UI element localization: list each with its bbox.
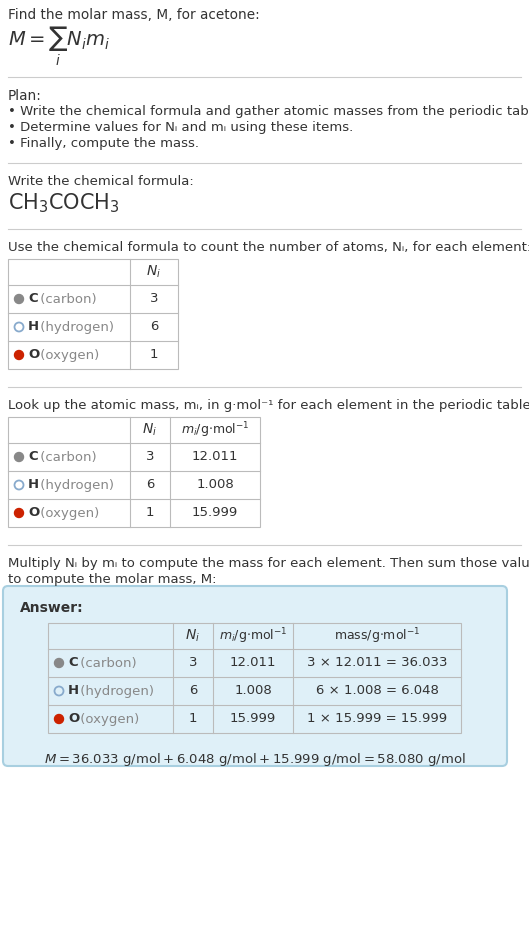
Text: O: O [68,712,79,725]
Text: (hydrogen): (hydrogen) [36,479,114,492]
Bar [48,623,461,733]
Text: 12.011: 12.011 [191,450,238,463]
Text: Answer:: Answer: [20,601,84,615]
Text: 1: 1 [146,507,154,519]
Text: (carbon): (carbon) [36,293,97,305]
Circle shape [54,714,63,723]
Text: to compute the molar mass, M:: to compute the molar mass, M: [8,573,216,586]
Text: 3: 3 [150,293,158,305]
Text: 6: 6 [189,685,197,697]
Text: C: C [28,450,38,463]
Text: • Write the chemical formula and gather atomic masses from the periodic table.: • Write the chemical formula and gather … [8,105,529,118]
Text: $N_i$: $N_i$ [186,627,200,644]
Circle shape [14,350,23,360]
Text: 6 × 1.008 = 6.048: 6 × 1.008 = 6.048 [316,685,439,697]
Text: 3 × 12.011 = 36.033: 3 × 12.011 = 36.033 [307,657,447,670]
Text: $N_i$: $N_i$ [147,264,161,280]
Text: (carbon): (carbon) [76,657,136,670]
Text: (oxygen): (oxygen) [76,712,139,725]
Text: 3: 3 [189,657,197,670]
Text: $\mathrm{CH_3COCH_3}$: $\mathrm{CH_3COCH_3}$ [8,191,120,215]
Text: 1.008: 1.008 [196,479,234,492]
Circle shape [14,452,23,462]
Text: 6: 6 [146,479,154,492]
Text: Multiply Nᵢ by mᵢ to compute the mass for each element. Then sum those values: Multiply Nᵢ by mᵢ to compute the mass fo… [8,557,529,570]
Circle shape [54,658,63,668]
Text: • Finally, compute the mass.: • Finally, compute the mass. [8,137,199,150]
Text: 6: 6 [150,320,158,333]
Text: Use the chemical formula to count the number of atoms, Nᵢ, for each element:: Use the chemical formula to count the nu… [8,241,529,254]
Text: C: C [68,657,78,670]
Text: $m_i/\mathrm{g{\cdot}mol^{-1}}$: $m_i/\mathrm{g{\cdot}mol^{-1}}$ [181,420,249,440]
Text: (hydrogen): (hydrogen) [36,320,114,333]
Text: $M = 36.033\ \mathrm{g/mol} + 6.048\ \mathrm{g/mol} + 15.999\ \mathrm{g/mol} = 5: $M = 36.033\ \mathrm{g/mol} + 6.048\ \ma… [44,751,466,768]
Text: Plan:: Plan: [8,89,42,103]
Text: 3: 3 [146,450,154,463]
Text: 1.008: 1.008 [234,685,272,697]
Text: $\mathrm{mass/g{\cdot}mol^{-1}}$: $\mathrm{mass/g{\cdot}mol^{-1}}$ [334,626,420,646]
Circle shape [14,509,23,517]
Text: (carbon): (carbon) [36,450,97,463]
Text: 1: 1 [150,349,158,362]
Text: $m_i/\mathrm{g{\cdot}mol^{-1}}$: $m_i/\mathrm{g{\cdot}mol^{-1}}$ [218,626,287,646]
Text: H: H [28,320,39,333]
FancyBboxPatch shape [3,586,507,766]
Circle shape [14,295,23,303]
Text: C: C [28,293,38,305]
Text: • Determine values for Nᵢ and mᵢ using these items.: • Determine values for Nᵢ and mᵢ using t… [8,121,353,134]
Text: Write the chemical formula:: Write the chemical formula: [8,175,194,188]
Text: 15.999: 15.999 [192,507,238,519]
Text: (hydrogen): (hydrogen) [76,685,154,697]
Bar [8,259,178,369]
Text: 1: 1 [189,712,197,725]
Text: $M = \sum_i N_i m_i$: $M = \sum_i N_i m_i$ [8,25,110,68]
Text: (oxygen): (oxygen) [36,349,99,362]
Text: $N_i$: $N_i$ [142,422,158,438]
Text: Find the molar mass, M, for acetone:: Find the molar mass, M, for acetone: [8,8,260,22]
Text: 12.011: 12.011 [230,657,276,670]
Text: O: O [28,349,39,362]
Text: H: H [68,685,79,697]
Text: O: O [28,507,39,519]
Text: H: H [28,479,39,492]
Text: (oxygen): (oxygen) [36,507,99,519]
Bar [8,417,260,527]
Text: Look up the atomic mass, mᵢ, in g·mol⁻¹ for each element in the periodic table:: Look up the atomic mass, mᵢ, in g·mol⁻¹ … [8,399,529,412]
Text: 1 × 15.999 = 15.999: 1 × 15.999 = 15.999 [307,712,447,725]
Text: 15.999: 15.999 [230,712,276,725]
